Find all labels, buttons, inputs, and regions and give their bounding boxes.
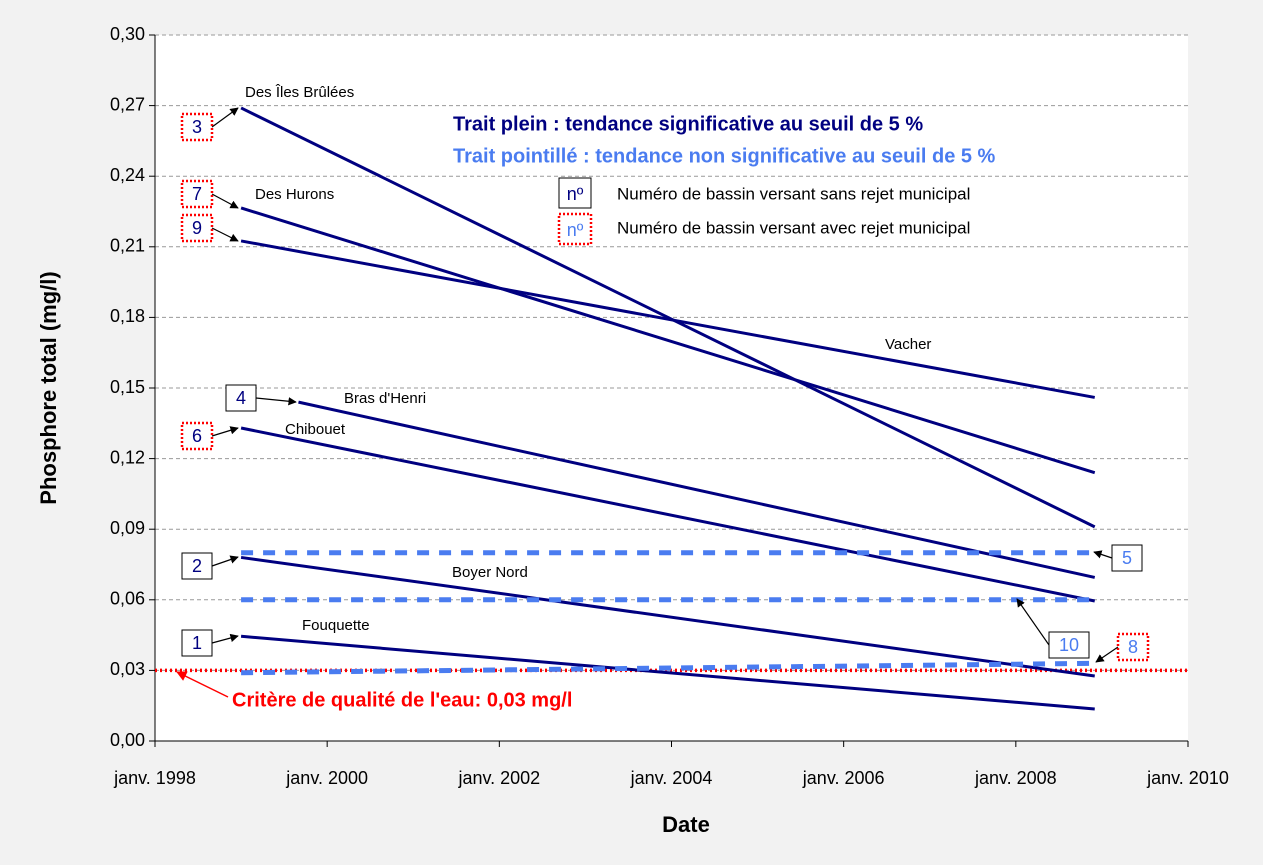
basin-number: 2 — [192, 556, 202, 576]
x-tick-label: janv. 2000 — [285, 768, 368, 788]
y-tick-label: 0,24 — [110, 165, 145, 185]
basin-name: Vacher — [885, 336, 931, 353]
basin-name: Des Îles Brûlées — [245, 84, 354, 101]
y-tick-label: 0,15 — [110, 377, 145, 397]
legend-dashed: Trait pointillé : tendance non significa… — [453, 145, 996, 167]
basin-name: Bras d'Henri — [344, 390, 426, 407]
basin-box — [180, 421, 214, 451]
basin-box — [225, 384, 257, 412]
basin-number: 4 — [236, 388, 246, 408]
x-tick-label: janv. 2004 — [630, 768, 713, 788]
y-tick-label: 0,21 — [110, 236, 145, 256]
basin-number: 9 — [192, 218, 202, 238]
basin-box — [1116, 632, 1150, 662]
x-axis-title: Date — [662, 812, 710, 837]
trend-line — [240, 555, 1095, 678]
trend-line — [298, 400, 1096, 579]
trend-line — [240, 106, 1096, 529]
legend-key-box — [557, 212, 593, 246]
basin-number: 8 — [1128, 637, 1138, 657]
trend-line — [241, 660, 1095, 676]
legend-text: Numéro de bassin versant sans rejet muni… — [617, 184, 970, 203]
y-tick-label: 0,12 — [110, 447, 145, 467]
plot-area — [155, 35, 1188, 741]
basin-box — [180, 179, 214, 209]
basin-box — [1048, 631, 1090, 659]
basin-arrow — [211, 107, 239, 128]
basin-arrow — [1095, 646, 1119, 663]
basin-name: Des Hurons — [255, 186, 334, 203]
x-tick-label: janv. 2002 — [457, 768, 540, 788]
y-tick-label: 0,03 — [110, 659, 145, 679]
basin-arrow — [211, 193, 239, 209]
y-tick-label: 0,00 — [110, 730, 145, 750]
legend-text: Numéro de bassin versant avec rejet muni… — [617, 218, 970, 237]
basin-arrow — [1093, 550, 1113, 559]
basin-number: 7 — [192, 184, 202, 204]
basin-arrow — [1016, 598, 1050, 646]
basin-number: 1 — [192, 633, 202, 653]
basin-arrow — [211, 555, 239, 567]
basin-arrow — [211, 426, 239, 437]
criterion-arrow — [176, 671, 229, 698]
y-tick-label: 0,18 — [110, 306, 145, 326]
x-tick-label: janv. 2006 — [802, 768, 885, 788]
x-tick-label: janv. 2008 — [974, 768, 1057, 788]
basin-number: 3 — [192, 117, 202, 137]
trend-line — [240, 426, 1096, 603]
y-tick-label: 0,27 — [110, 94, 145, 114]
y-tick-label: 0,06 — [110, 589, 145, 609]
legend-key-symbol: nº — [567, 220, 584, 240]
basin-box — [181, 552, 213, 580]
legend-solid: Trait plein : tendance significative au … — [453, 113, 923, 135]
x-tick-label: janv. 1998 — [113, 768, 196, 788]
basin-arrow — [211, 633, 239, 644]
trend-line — [240, 206, 1096, 475]
trend-line — [240, 239, 1096, 399]
basin-name: Fouquette — [302, 617, 370, 634]
legend-key-symbol: nº — [567, 184, 584, 204]
trend-line — [240, 634, 1095, 711]
basin-arrow — [211, 227, 239, 242]
basin-name: Chibouet — [285, 421, 346, 438]
legend-key-box — [558, 177, 592, 209]
y-tick-label: 0,30 — [110, 24, 145, 44]
criterion-label: Critère de qualité de l'eau: 0,03 mg/l — [232, 689, 572, 711]
y-axis-title: Phosphore total (mg/l) — [36, 271, 61, 504]
x-tick-label: janv. 2010 — [1146, 768, 1229, 788]
basin-arrow — [255, 397, 297, 406]
basin-box — [180, 213, 214, 243]
basin-number: 10 — [1059, 635, 1079, 655]
y-tick-label: 0,09 — [110, 518, 145, 538]
basin-number: 6 — [192, 426, 202, 446]
basin-number: 5 — [1122, 548, 1132, 568]
basin-name: Boyer Nord — [452, 564, 528, 581]
basin-box — [180, 112, 214, 142]
